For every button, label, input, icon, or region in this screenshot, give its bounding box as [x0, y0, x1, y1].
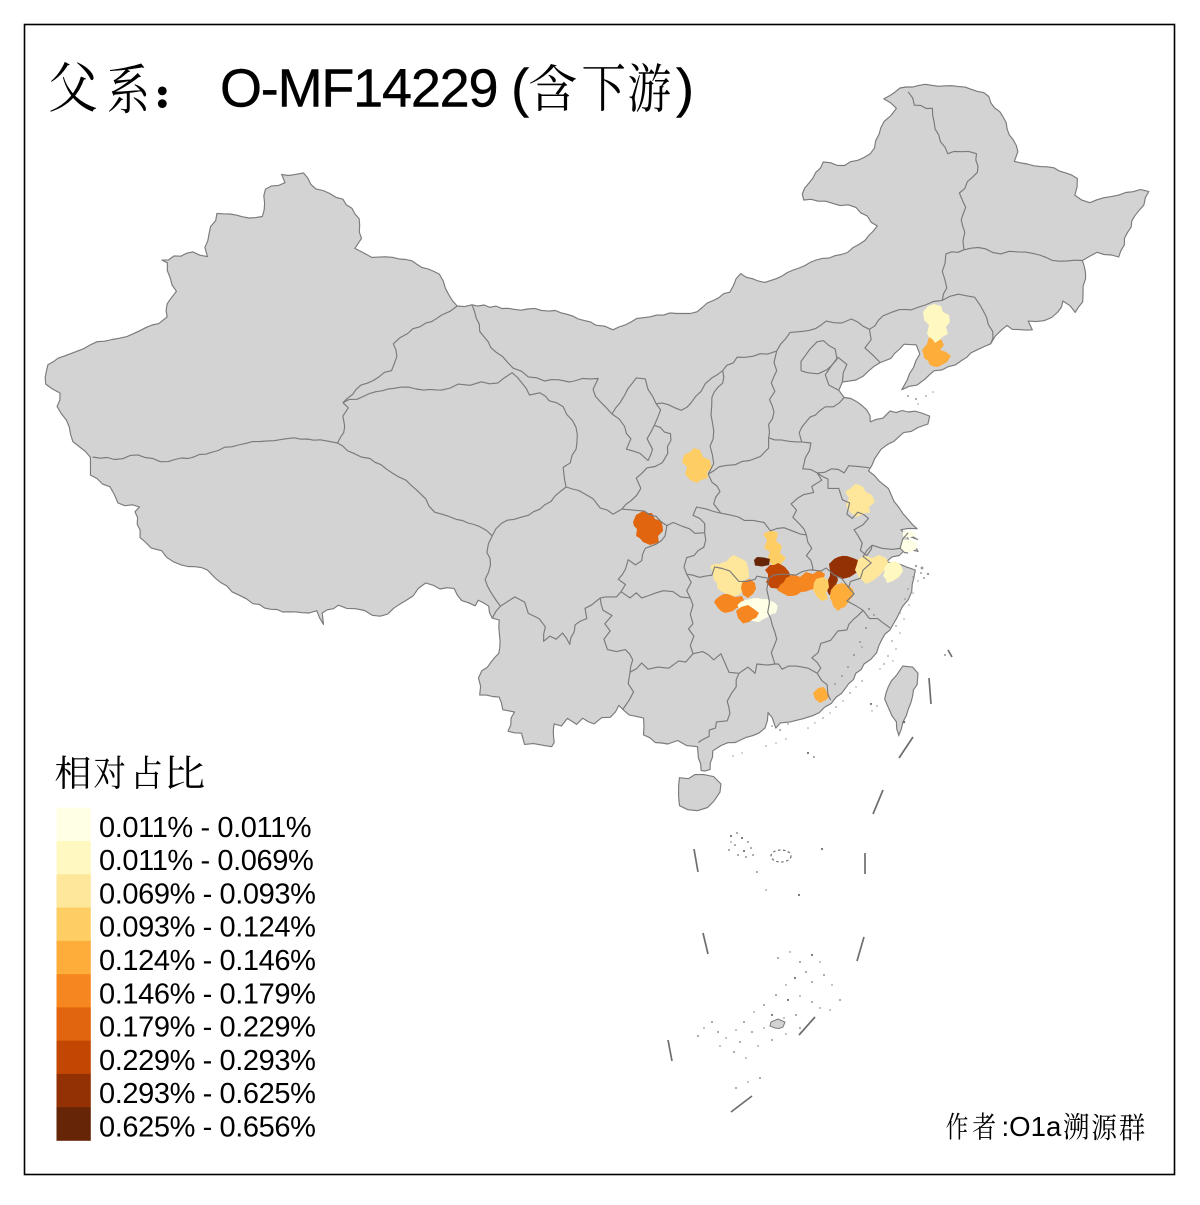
svg-text:0.293% - 0.625%: 0.293% - 0.625% — [99, 1078, 316, 1110]
svg-text:0.011% - 0.069%: 0.011% - 0.069% — [99, 845, 313, 877]
svg-text:O-MF14229 (: O-MF14229 ( — [220, 59, 529, 119]
svg-text:0.625% - 0.656%: 0.625% - 0.656% — [99, 1111, 316, 1143]
svg-text::O1a: :O1a — [1002, 1111, 1062, 1142]
svg-text:0.093% - 0.124%: 0.093% - 0.124% — [99, 912, 316, 944]
svg-text:0.124% - 0.146%: 0.124% - 0.146% — [99, 945, 316, 977]
svg-text:): ) — [676, 59, 694, 119]
svg-text:0.229% - 0.293%: 0.229% - 0.293% — [99, 1045, 316, 1077]
svg-text:0.069% - 0.093%: 0.069% - 0.093% — [99, 879, 316, 911]
svg-text:0.179% - 0.229%: 0.179% - 0.229% — [99, 1012, 316, 1044]
svg-text:0.146% - 0.179%: 0.146% - 0.179% — [99, 978, 316, 1010]
svg-text:0.011% - 0.011%: 0.011% - 0.011% — [99, 812, 311, 844]
